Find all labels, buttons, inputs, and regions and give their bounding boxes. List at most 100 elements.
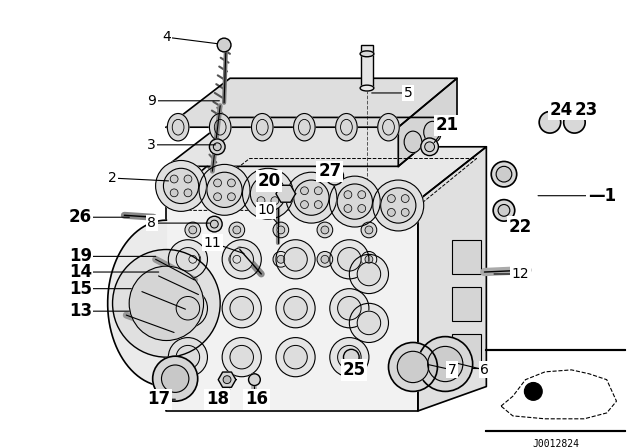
Circle shape xyxy=(349,303,388,342)
Circle shape xyxy=(301,201,308,208)
Circle shape xyxy=(564,112,585,133)
Text: 3: 3 xyxy=(147,138,156,152)
Circle shape xyxy=(170,175,178,183)
Circle shape xyxy=(209,139,225,155)
Circle shape xyxy=(373,180,424,231)
Circle shape xyxy=(277,255,285,263)
Bar xyxy=(452,334,481,368)
Circle shape xyxy=(211,220,218,228)
Circle shape xyxy=(358,191,365,198)
Circle shape xyxy=(163,168,198,203)
Circle shape xyxy=(199,164,250,215)
Circle shape xyxy=(248,374,260,386)
Circle shape xyxy=(257,197,265,205)
Circle shape xyxy=(153,356,198,401)
Circle shape xyxy=(321,255,329,263)
Circle shape xyxy=(357,311,381,335)
Circle shape xyxy=(176,345,200,369)
Circle shape xyxy=(168,338,207,377)
Circle shape xyxy=(388,342,437,392)
Circle shape xyxy=(276,289,315,328)
Circle shape xyxy=(401,195,409,202)
Circle shape xyxy=(176,248,200,271)
Circle shape xyxy=(189,226,196,234)
Text: 26: 26 xyxy=(68,208,92,226)
Text: 20: 20 xyxy=(257,172,281,190)
Text: 4: 4 xyxy=(162,30,171,44)
Text: 2: 2 xyxy=(108,171,117,185)
Bar xyxy=(452,287,481,321)
Circle shape xyxy=(213,143,221,151)
Circle shape xyxy=(222,289,261,328)
Circle shape xyxy=(284,345,307,369)
Ellipse shape xyxy=(404,131,422,153)
Circle shape xyxy=(176,297,200,320)
Circle shape xyxy=(276,240,315,279)
Circle shape xyxy=(496,166,512,182)
Circle shape xyxy=(418,336,473,392)
Polygon shape xyxy=(166,147,486,201)
Circle shape xyxy=(294,180,329,215)
Circle shape xyxy=(189,255,196,263)
Ellipse shape xyxy=(360,85,374,91)
Circle shape xyxy=(207,172,242,207)
Text: 18: 18 xyxy=(205,390,228,408)
Circle shape xyxy=(184,189,192,197)
Circle shape xyxy=(338,345,361,369)
Circle shape xyxy=(525,383,542,400)
Text: 17: 17 xyxy=(147,390,170,408)
Circle shape xyxy=(420,138,438,155)
Text: 9: 9 xyxy=(147,94,156,108)
Text: —1: —1 xyxy=(588,187,616,205)
Text: 10: 10 xyxy=(257,203,275,217)
Circle shape xyxy=(361,251,377,267)
Circle shape xyxy=(539,112,561,133)
Text: 22: 22 xyxy=(509,218,532,236)
Text: 6: 6 xyxy=(480,363,489,377)
Circle shape xyxy=(168,289,207,328)
Text: 27: 27 xyxy=(318,162,341,180)
Circle shape xyxy=(257,183,265,191)
Circle shape xyxy=(425,142,435,152)
Polygon shape xyxy=(166,78,457,127)
Circle shape xyxy=(222,338,261,377)
Ellipse shape xyxy=(167,113,189,141)
Circle shape xyxy=(344,191,352,198)
Circle shape xyxy=(317,251,333,267)
Circle shape xyxy=(330,240,369,279)
Circle shape xyxy=(326,168,344,185)
Circle shape xyxy=(233,226,241,234)
Circle shape xyxy=(229,222,244,238)
Polygon shape xyxy=(166,117,457,166)
Circle shape xyxy=(230,345,253,369)
Circle shape xyxy=(358,205,365,212)
Circle shape xyxy=(227,193,236,201)
Circle shape xyxy=(428,346,463,382)
Circle shape xyxy=(129,266,204,340)
Ellipse shape xyxy=(252,113,273,141)
Circle shape xyxy=(229,251,244,267)
Circle shape xyxy=(330,176,380,227)
Circle shape xyxy=(273,251,289,267)
Circle shape xyxy=(185,222,200,238)
Circle shape xyxy=(314,187,322,195)
Circle shape xyxy=(286,172,337,223)
Circle shape xyxy=(321,226,329,234)
Circle shape xyxy=(271,197,279,205)
Circle shape xyxy=(227,179,236,187)
Circle shape xyxy=(277,226,285,234)
Text: 21: 21 xyxy=(436,116,459,134)
Text: 7: 7 xyxy=(448,363,456,377)
Polygon shape xyxy=(108,220,166,387)
Polygon shape xyxy=(398,78,457,166)
Ellipse shape xyxy=(378,113,399,141)
Ellipse shape xyxy=(424,121,442,143)
Text: 24: 24 xyxy=(550,101,573,119)
Circle shape xyxy=(214,179,221,187)
Text: 15: 15 xyxy=(68,280,92,297)
Circle shape xyxy=(156,160,207,211)
Circle shape xyxy=(243,168,293,219)
Circle shape xyxy=(317,222,333,238)
Circle shape xyxy=(338,248,361,271)
Circle shape xyxy=(185,251,200,267)
